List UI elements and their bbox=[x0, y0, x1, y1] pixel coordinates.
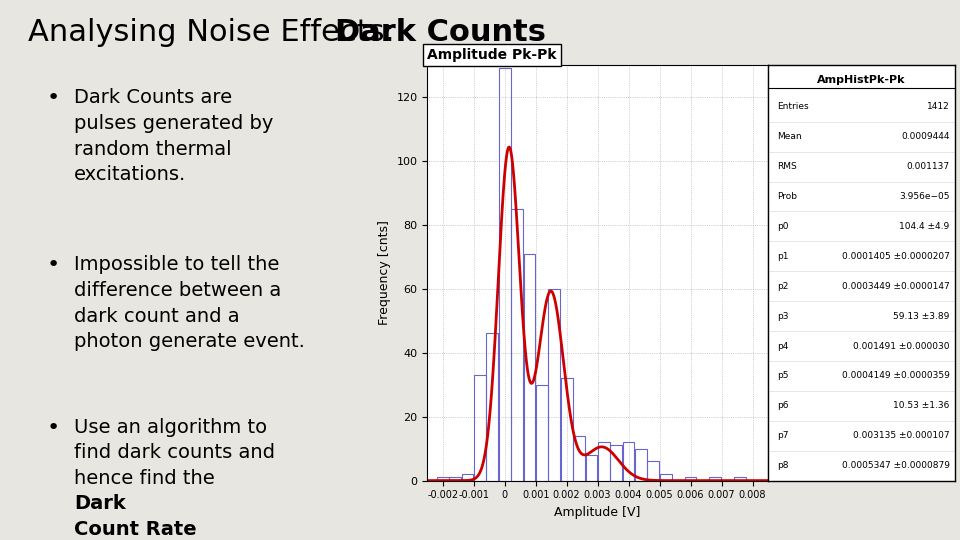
Text: Dark Counts: Dark Counts bbox=[335, 18, 546, 47]
Text: 59.13 ±3.89: 59.13 ±3.89 bbox=[893, 312, 949, 321]
Text: Dark
Count Rate: Dark Count Rate bbox=[74, 495, 197, 539]
Bar bbox=[561, 378, 572, 481]
Bar bbox=[487, 334, 498, 481]
Text: p3: p3 bbox=[778, 312, 789, 321]
Text: 10.53 ±1.36: 10.53 ±1.36 bbox=[893, 401, 949, 410]
Bar bbox=[611, 446, 622, 481]
Text: 0.0004149 ±0.0000359: 0.0004149 ±0.0000359 bbox=[842, 372, 949, 381]
Bar bbox=[499, 68, 511, 481]
Y-axis label: Frequency [cnts]: Frequency [cnts] bbox=[378, 220, 391, 325]
Text: Impossible to tell the
difference between a
dark count and a
photon generate eve: Impossible to tell the difference betwee… bbox=[74, 255, 305, 352]
Text: p5: p5 bbox=[778, 372, 789, 381]
Bar bbox=[462, 474, 473, 481]
Text: 0.0003449 ±0.0000147: 0.0003449 ±0.0000147 bbox=[842, 282, 949, 291]
X-axis label: Amplitude [V]: Amplitude [V] bbox=[555, 506, 640, 519]
Bar bbox=[598, 442, 610, 481]
Text: Analysing Noise Effects:: Analysing Noise Effects: bbox=[29, 18, 405, 47]
Text: p2: p2 bbox=[778, 282, 789, 291]
Bar bbox=[511, 209, 523, 481]
Text: p1: p1 bbox=[778, 252, 789, 261]
Text: p4: p4 bbox=[778, 341, 789, 350]
Text: RMS: RMS bbox=[778, 162, 797, 171]
Text: p6: p6 bbox=[778, 401, 789, 410]
Text: Mean: Mean bbox=[778, 132, 802, 141]
Bar bbox=[636, 449, 647, 481]
Text: 0.001137: 0.001137 bbox=[906, 162, 949, 171]
Bar bbox=[474, 375, 486, 481]
Text: p0: p0 bbox=[778, 222, 789, 231]
Bar bbox=[660, 474, 672, 481]
Text: Prob: Prob bbox=[778, 192, 798, 201]
Bar bbox=[573, 436, 585, 481]
Bar bbox=[523, 253, 536, 481]
Bar bbox=[734, 477, 746, 481]
Bar bbox=[647, 461, 660, 481]
Text: 0.0005347 ±0.0000879: 0.0005347 ±0.0000879 bbox=[842, 461, 949, 470]
Bar bbox=[449, 477, 461, 481]
Bar bbox=[684, 477, 696, 481]
Text: 0.0001405 ±0.0000207: 0.0001405 ±0.0000207 bbox=[842, 252, 949, 261]
Bar bbox=[437, 477, 448, 481]
Text: 104.4 ±4.9: 104.4 ±4.9 bbox=[900, 222, 949, 231]
Bar bbox=[548, 289, 560, 481]
Text: Entries: Entries bbox=[778, 102, 809, 111]
Text: 0.003135 ±0.000107: 0.003135 ±0.000107 bbox=[852, 431, 949, 440]
Text: Dark Counts are
pulses generated by
random thermal
excitations.: Dark Counts are pulses generated by rand… bbox=[74, 88, 274, 184]
Text: p7: p7 bbox=[778, 431, 789, 440]
Bar bbox=[623, 442, 635, 481]
Text: •: • bbox=[47, 88, 60, 108]
Text: 0.0009444: 0.0009444 bbox=[901, 132, 949, 141]
Text: Amplitude Pk-Pk: Amplitude Pk-Pk bbox=[427, 48, 557, 62]
Text: 1412: 1412 bbox=[926, 102, 949, 111]
Bar bbox=[536, 384, 548, 481]
Text: p8: p8 bbox=[778, 461, 789, 470]
Bar bbox=[709, 477, 721, 481]
Text: AmpHistPk-Pk: AmpHistPk-Pk bbox=[817, 75, 906, 85]
Text: Use an algorithm to
find dark counts and
hence find the: Use an algorithm to find dark counts and… bbox=[74, 418, 276, 488]
Text: 0.001491 ±0.000030: 0.001491 ±0.000030 bbox=[853, 341, 949, 350]
Bar bbox=[586, 455, 597, 481]
Text: •: • bbox=[47, 255, 60, 275]
Text: 3.956e−05: 3.956e−05 bbox=[900, 192, 949, 201]
Text: •: • bbox=[47, 418, 60, 438]
